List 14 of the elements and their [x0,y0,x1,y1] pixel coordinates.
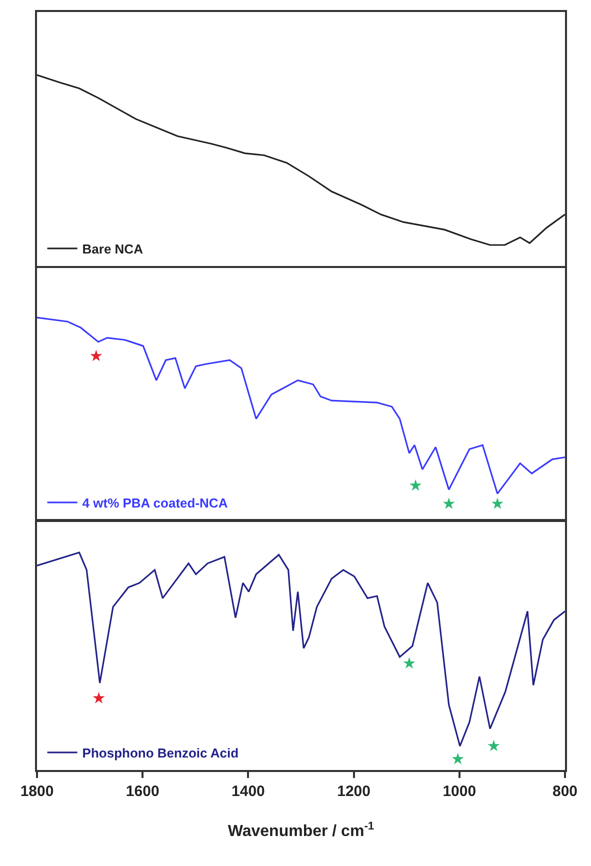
x-tick-label: 1000 [442,782,476,800]
point [92,692,105,704]
x-axis-title: Wavenumber / cm$^{-1}$ [228,820,374,840]
x-tick-label: 800 [552,782,578,800]
point [403,657,416,669]
x-tick-label: 1400 [232,782,265,800]
x-tick-label: 1600 [126,782,160,800]
legend-label: Bare NCA [82,241,144,256]
x-tick-label: 1800 [20,782,54,800]
legend-label: Phosphono Benzoic Acid [82,746,239,761]
point [488,740,500,752]
point [452,753,464,764]
legend-label: 4 wt% PBA coated-NCA [82,495,228,510]
x-tick-label: 1200 [337,782,370,800]
